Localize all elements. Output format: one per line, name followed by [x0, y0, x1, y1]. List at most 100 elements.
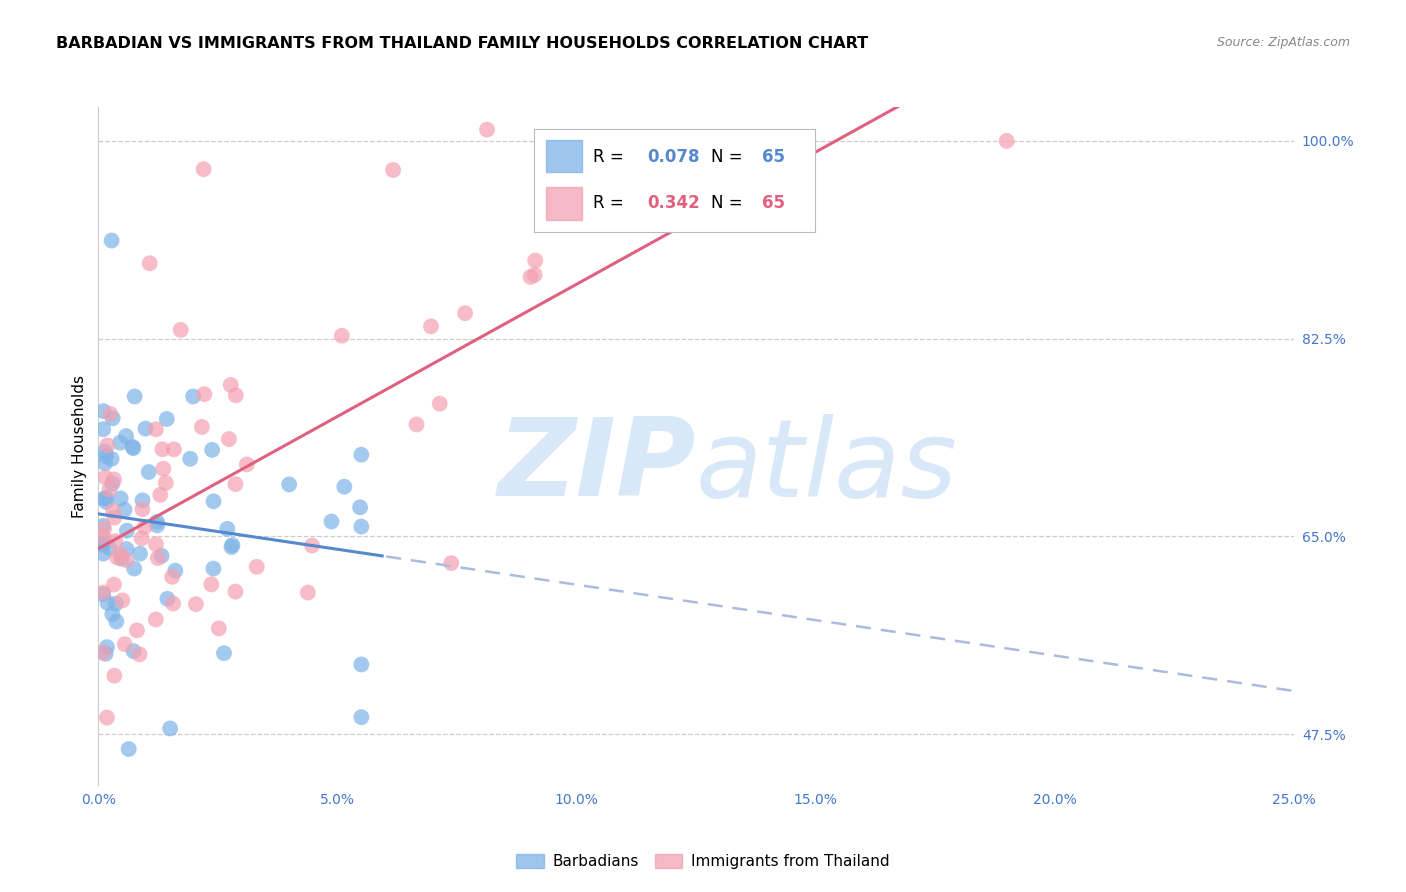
Point — [212, 646, 235, 660]
Point — [98, 483, 121, 497]
Point — [349, 500, 371, 515]
Point — [104, 597, 127, 611]
Point — [118, 742, 141, 756]
Point — [405, 417, 427, 432]
Point — [96, 640, 118, 654]
Text: ZIP: ZIP — [498, 413, 696, 519]
Point — [115, 553, 138, 567]
Point — [184, 597, 207, 611]
Point — [149, 488, 172, 502]
Point — [131, 493, 153, 508]
Point — [350, 448, 373, 462]
Point — [155, 475, 177, 490]
Point — [96, 438, 118, 452]
Point — [110, 491, 132, 506]
Point — [246, 559, 269, 574]
Point — [420, 319, 443, 334]
Point — [350, 657, 373, 672]
Text: N =: N = — [711, 148, 748, 166]
Point — [217, 522, 239, 536]
Point — [96, 710, 118, 724]
Point — [103, 668, 125, 682]
Text: 65: 65 — [762, 148, 785, 166]
Point — [105, 615, 128, 629]
Point — [330, 328, 353, 343]
Point — [122, 561, 145, 575]
Point — [101, 504, 124, 518]
Point — [94, 444, 117, 458]
Point — [115, 429, 138, 443]
Point — [114, 637, 136, 651]
Point — [995, 134, 1018, 148]
Point — [129, 547, 152, 561]
Point — [224, 584, 246, 599]
Point — [150, 442, 173, 457]
Point — [165, 564, 187, 578]
Text: BARBADIAN VS IMMIGRANTS FROM THAILAND FAMILY HOUSEHOLDS CORRELATION CHART: BARBADIAN VS IMMIGRANTS FROM THAILAND FA… — [56, 36, 869, 51]
Point — [103, 473, 125, 487]
Point — [523, 268, 546, 282]
Point — [163, 442, 186, 457]
Point — [524, 253, 547, 268]
Point — [91, 518, 114, 533]
Point — [152, 461, 174, 475]
Point — [131, 532, 153, 546]
Point — [193, 387, 215, 401]
Point — [96, 596, 118, 610]
Point — [134, 421, 156, 435]
Point — [350, 710, 373, 724]
Point — [122, 441, 145, 455]
Bar — [546, 139, 582, 172]
Point — [93, 530, 115, 544]
Point — [146, 518, 169, 533]
Point — [145, 537, 167, 551]
Point — [350, 519, 373, 533]
Point — [91, 535, 114, 549]
Point — [221, 540, 243, 554]
Text: R =: R = — [593, 194, 630, 212]
Text: N =: N = — [711, 194, 748, 212]
Point — [202, 494, 225, 508]
Point — [191, 420, 214, 434]
Point — [94, 470, 117, 484]
Point — [101, 411, 124, 425]
Point — [98, 407, 121, 421]
Point — [110, 548, 132, 562]
Y-axis label: Family Households: Family Households — [72, 375, 87, 517]
Point — [181, 389, 204, 403]
Point — [429, 397, 451, 411]
Point — [122, 644, 145, 658]
Point — [146, 515, 169, 529]
Point — [94, 647, 117, 661]
Point — [93, 404, 115, 418]
Point — [219, 378, 242, 392]
Point — [454, 306, 477, 320]
Point — [103, 577, 125, 591]
Point — [98, 541, 121, 556]
Point — [519, 270, 541, 285]
Point — [128, 648, 150, 662]
Point — [100, 234, 122, 248]
Text: 65: 65 — [762, 194, 785, 212]
Point — [124, 390, 146, 404]
Point — [125, 624, 148, 638]
Point — [91, 646, 114, 660]
Point — [159, 722, 181, 736]
Text: Source: ZipAtlas.com: Source: ZipAtlas.com — [1216, 36, 1350, 49]
Point — [225, 388, 247, 402]
Point — [179, 451, 201, 466]
Point — [96, 495, 118, 509]
Point — [201, 442, 224, 457]
Point — [101, 476, 124, 491]
Point — [105, 550, 128, 565]
Point — [162, 597, 184, 611]
Point — [200, 577, 222, 591]
Point — [100, 451, 122, 466]
Point — [138, 465, 160, 479]
Point — [94, 456, 117, 470]
Point — [160, 570, 183, 584]
Point — [111, 593, 134, 607]
Point — [193, 162, 215, 177]
Point — [114, 502, 136, 516]
Point — [218, 432, 240, 446]
